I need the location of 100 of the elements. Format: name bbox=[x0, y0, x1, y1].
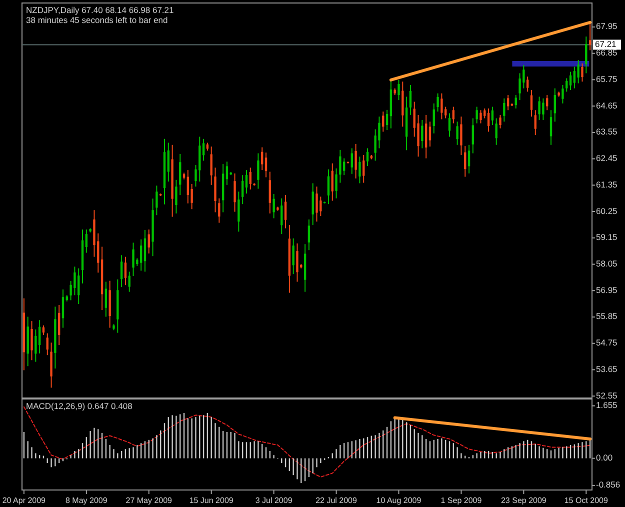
candlestick bbox=[468, 144, 470, 174]
candlestick bbox=[569, 71, 572, 91]
candlestick bbox=[148, 229, 150, 254]
candlestick bbox=[38, 320, 41, 354]
candlestick bbox=[499, 114, 502, 129]
text: 38 minutes 45 seconds left to bar end bbox=[26, 15, 168, 25]
candlestick bbox=[218, 198, 220, 224]
candlestick bbox=[398, 79, 400, 101]
candlestick bbox=[409, 84, 412, 116]
candlestick bbox=[472, 118, 474, 154]
candlestick bbox=[460, 116, 462, 156]
candlestick bbox=[339, 149, 342, 184]
y-tick-label: 63.55 bbox=[596, 126, 618, 137]
candlestick bbox=[386, 109, 388, 131]
candlestick bbox=[104, 281, 108, 318]
x-tick-label: 15 Oct 2009 bbox=[564, 496, 608, 505]
candlestick bbox=[238, 191, 240, 232]
ref-line-label: 67.21 bbox=[595, 38, 617, 49]
candlestick bbox=[241, 174, 244, 205]
candlestick bbox=[342, 158, 346, 176]
x-tick-label: 8 May 2009 bbox=[66, 496, 108, 505]
y-tick-label: 60.25 bbox=[596, 206, 618, 216]
candlestick bbox=[264, 152, 268, 178]
y-tick-label: 59.15 bbox=[596, 232, 618, 242]
y-tick-label: 1.655 bbox=[596, 400, 618, 410]
candlestick bbox=[312, 182, 314, 226]
candlestick bbox=[440, 92, 443, 120]
y-tick-label: 58.05 bbox=[596, 258, 618, 269]
candlestick bbox=[268, 171, 272, 214]
candlestick bbox=[526, 76, 529, 92]
candlestick bbox=[573, 66, 576, 89]
x-tick-label: 3 Jul 2009 bbox=[255, 496, 293, 505]
candlestick bbox=[562, 84, 564, 104]
candlestick bbox=[292, 238, 294, 275]
y-tick-label: 0.00 bbox=[596, 452, 613, 463]
candlestick bbox=[296, 242, 298, 282]
candlestick bbox=[331, 162, 334, 202]
candlestick bbox=[487, 108, 490, 132]
candlestick bbox=[175, 179, 178, 214]
y-tick-label: 56.95 bbox=[596, 284, 618, 295]
y-tick-label: 62.45 bbox=[596, 153, 618, 164]
candlestick bbox=[62, 288, 64, 328]
candlestick bbox=[546, 94, 548, 111]
candlestick bbox=[480, 110, 482, 124]
candlestick bbox=[518, 72, 521, 101]
candlestick bbox=[78, 268, 80, 305]
candlestick bbox=[202, 138, 205, 162]
candlestick bbox=[588, 22, 592, 51]
candlestick bbox=[514, 94, 517, 109]
x-tick-label: 27 May 2009 bbox=[126, 496, 173, 505]
candlestick bbox=[452, 106, 455, 124]
x-tick-label: 20 Apr 2009 bbox=[2, 496, 46, 505]
candlestick bbox=[421, 119, 424, 149]
candlestick bbox=[350, 148, 353, 174]
candlestick bbox=[327, 168, 330, 205]
y-tick-label: 54.75 bbox=[596, 338, 618, 348]
candlestick bbox=[132, 242, 134, 276]
candlestick bbox=[234, 172, 236, 212]
candlestick bbox=[538, 96, 540, 120]
candlestick bbox=[74, 266, 76, 296]
x-tick-label: 10 Aug 2009 bbox=[376, 496, 422, 505]
candlestick bbox=[257, 152, 260, 190]
candlestick bbox=[226, 161, 228, 186]
candlestick bbox=[354, 143, 357, 179]
candlestick bbox=[34, 328, 37, 362]
candlestick bbox=[362, 154, 365, 184]
y-tick-label: 53.65 bbox=[596, 364, 618, 374]
candlestick bbox=[366, 148, 369, 166]
candlestick bbox=[530, 90, 533, 118]
candlestick bbox=[284, 194, 287, 229]
candlestick bbox=[566, 78, 568, 92]
candlestick bbox=[484, 108, 486, 119]
candlestick bbox=[210, 146, 212, 186]
x-tick-label: 22 Jul 2009 bbox=[316, 496, 358, 505]
candlestick bbox=[272, 194, 275, 219]
chart-title: NZDJPY,Daily 67.40 68.14 66.98 67.21 bbox=[26, 5, 174, 15]
chart-title: MACD(12,26,9) 0.647 0.408 bbox=[26, 401, 133, 411]
candlestick bbox=[491, 106, 494, 126]
candlestick bbox=[424, 114, 428, 159]
candlestick bbox=[382, 111, 384, 132]
candlestick bbox=[428, 121, 432, 148]
y-tick-label: -0.856 bbox=[596, 480, 620, 490]
y-tick-label: 66.85 bbox=[596, 48, 618, 58]
candlestick bbox=[581, 62, 584, 82]
y-tick-label: 67.95 bbox=[596, 21, 618, 32]
x-tick-label: 23 Sep 2009 bbox=[500, 496, 547, 505]
candlestick bbox=[156, 185, 158, 216]
y-tick-label: 64.65 bbox=[596, 100, 618, 110]
candlestick bbox=[58, 304, 60, 346]
candlestick bbox=[495, 118, 498, 146]
y-tick-label: 61.35 bbox=[596, 179, 618, 190]
candlestick bbox=[503, 98, 506, 122]
candlestick bbox=[476, 106, 478, 124]
candlestick bbox=[316, 186, 318, 222]
candlestick bbox=[120, 254, 123, 288]
candlestick bbox=[320, 196, 322, 217]
candlestick bbox=[456, 121, 458, 146]
candlestick bbox=[378, 116, 380, 149]
candlestick bbox=[335, 168, 338, 199]
candlestick bbox=[436, 92, 439, 112]
